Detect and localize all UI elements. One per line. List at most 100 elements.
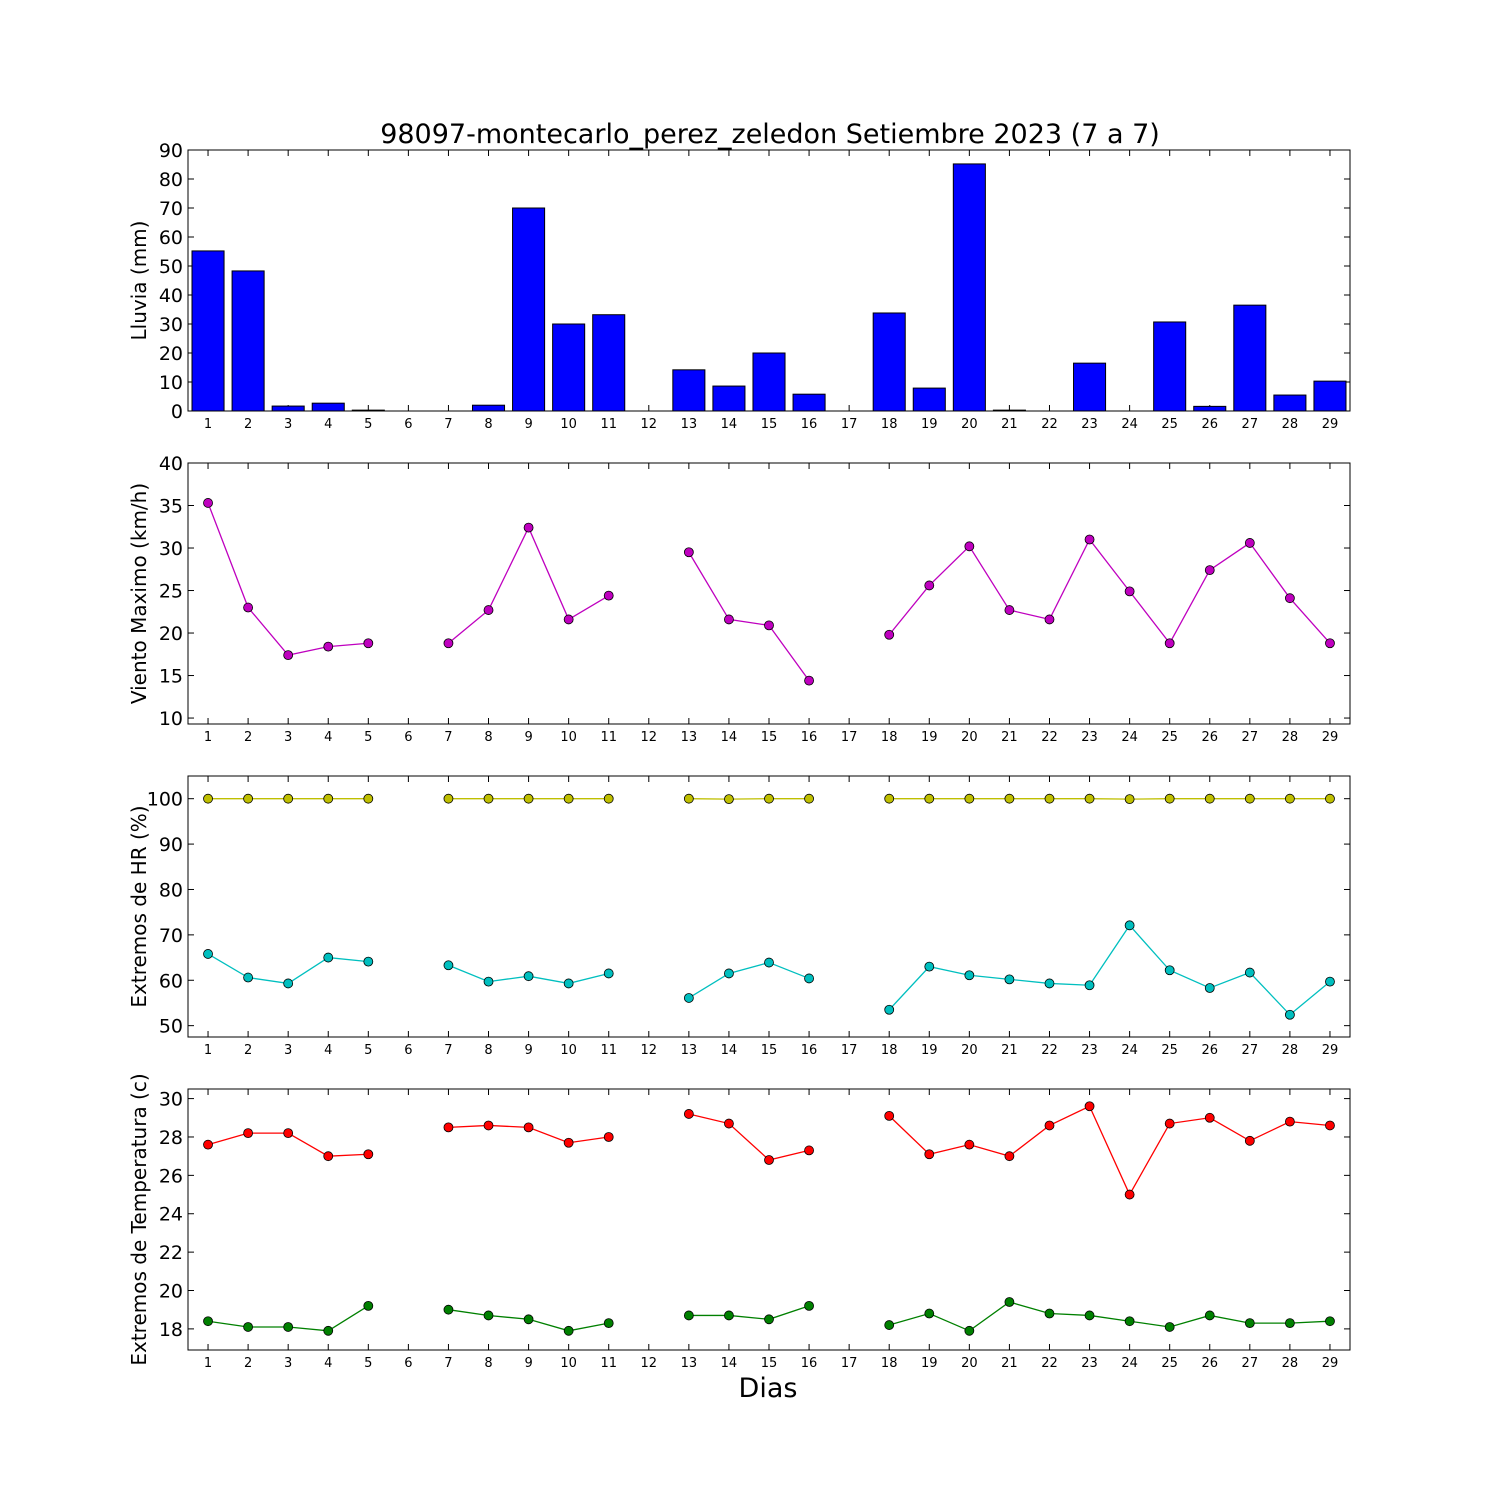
data-point <box>683 1310 694 1321</box>
data-point <box>1204 1112 1215 1123</box>
data-point <box>1044 978 1055 989</box>
data-point <box>1244 1135 1255 1146</box>
x-tick-label: 9 <box>524 1043 532 1058</box>
data-point <box>1124 586 1135 597</box>
y-tick-label: 30 <box>159 538 183 560</box>
data-point <box>363 793 374 804</box>
rain-bar <box>752 352 786 412</box>
y-axis-label: Extremos de HR (%) <box>127 805 151 1007</box>
data-point <box>203 1139 213 1150</box>
data-point <box>804 675 814 686</box>
x-tick-label: 22 <box>1041 417 1058 432</box>
x-tick-label: 11 <box>600 730 617 745</box>
y-tick-label: 26 <box>159 1165 183 1187</box>
x-tick-label: 11 <box>600 1043 617 1058</box>
y-tick-label: 20 <box>159 343 183 365</box>
y-axis-label: Lluvia (mm) <box>127 221 151 341</box>
data-point <box>563 978 574 989</box>
x-tick-label: 22 <box>1041 1356 1058 1371</box>
y-tick-label: 0 <box>171 401 183 423</box>
x-tick-label: 16 <box>801 1043 818 1058</box>
x-tick-label: 19 <box>921 1043 938 1058</box>
y-tick-label: 24 <box>159 1204 183 1226</box>
rain-bar <box>271 405 305 412</box>
x-tick-label: 20 <box>961 730 978 745</box>
x-tick-label: 20 <box>961 417 978 432</box>
rain-bar <box>1153 321 1187 412</box>
x-tick-label: 2 <box>244 417 252 432</box>
x-tick-label: 10 <box>560 1356 577 1371</box>
x-tick-label: 12 <box>641 730 658 745</box>
rain-bar <box>351 409 385 412</box>
data-point <box>884 1004 895 1015</box>
rain-bar <box>672 369 706 412</box>
x-tick-label: 3 <box>284 1356 292 1371</box>
data-point <box>1164 793 1175 804</box>
data-point <box>1084 793 1095 804</box>
data-point <box>363 956 374 967</box>
data-point <box>1204 565 1215 576</box>
data-point <box>283 978 294 989</box>
data-point <box>523 971 534 982</box>
data-point <box>924 580 935 591</box>
data-point <box>1164 1322 1175 1332</box>
x-tick-label: 8 <box>484 1356 492 1371</box>
x-tick-label: 1 <box>204 1356 212 1371</box>
data-point <box>884 1110 895 1121</box>
y-tick-label: 22 <box>159 1242 183 1264</box>
x-tick-label: 20 <box>961 1356 978 1371</box>
x-tick-label: 5 <box>364 730 372 745</box>
x-tick-label: 12 <box>641 1043 658 1058</box>
x-tick-label: 11 <box>600 1356 617 1371</box>
rain-bar <box>992 409 1026 412</box>
x-tick-label: 23 <box>1081 1043 1098 1058</box>
data-point <box>243 793 254 804</box>
x-tick-label: 3 <box>284 417 292 432</box>
x-tick-label: 1 <box>204 1043 212 1058</box>
rain-bar <box>231 270 265 412</box>
data-point <box>764 793 774 804</box>
x-tick-label: 13 <box>681 1043 698 1058</box>
data-point <box>804 1145 814 1156</box>
x-tick-label: 15 <box>761 1356 778 1371</box>
x-tick-label: 25 <box>1161 417 1178 432</box>
data-point <box>1044 793 1055 804</box>
data-point <box>523 1314 534 1325</box>
data-point <box>764 1314 774 1325</box>
rain-bar <box>311 402 345 412</box>
data-point <box>243 972 254 983</box>
x-tick-label: 15 <box>761 730 778 745</box>
data-point <box>283 1322 294 1332</box>
data-point <box>323 1151 334 1162</box>
figure-title: 98097-montecarlo_perez_zeledon Setiembre… <box>380 119 1160 150</box>
x-tick-label: 9 <box>524 1356 532 1371</box>
x-tick-label: 28 <box>1282 730 1299 745</box>
data-point <box>804 1300 814 1311</box>
data-point <box>884 1320 895 1330</box>
data-point <box>283 793 294 804</box>
x-tick-label: 14 <box>721 730 738 745</box>
data-point <box>1325 1120 1335 1131</box>
y-tick-label: 100 <box>147 789 183 811</box>
data-point <box>1164 1118 1175 1129</box>
x-tick-label: 26 <box>1201 1356 1218 1371</box>
y-tick-label: 25 <box>159 581 183 603</box>
data-point <box>563 1137 574 1148</box>
x-tick-label: 19 <box>921 417 938 432</box>
data-point <box>764 1155 774 1165</box>
data-point <box>243 1322 254 1332</box>
x-tick-label: 12 <box>641 417 658 432</box>
x-tick-label: 13 <box>681 730 698 745</box>
x-tick-label: 18 <box>881 1043 898 1058</box>
data-point <box>443 1122 454 1133</box>
x-tick-label: 29 <box>1322 417 1339 432</box>
rain-bar <box>512 207 546 412</box>
x-tick-label: 24 <box>1121 730 1138 745</box>
x-tick-label: 4 <box>324 1356 332 1371</box>
data-point <box>1124 794 1135 805</box>
